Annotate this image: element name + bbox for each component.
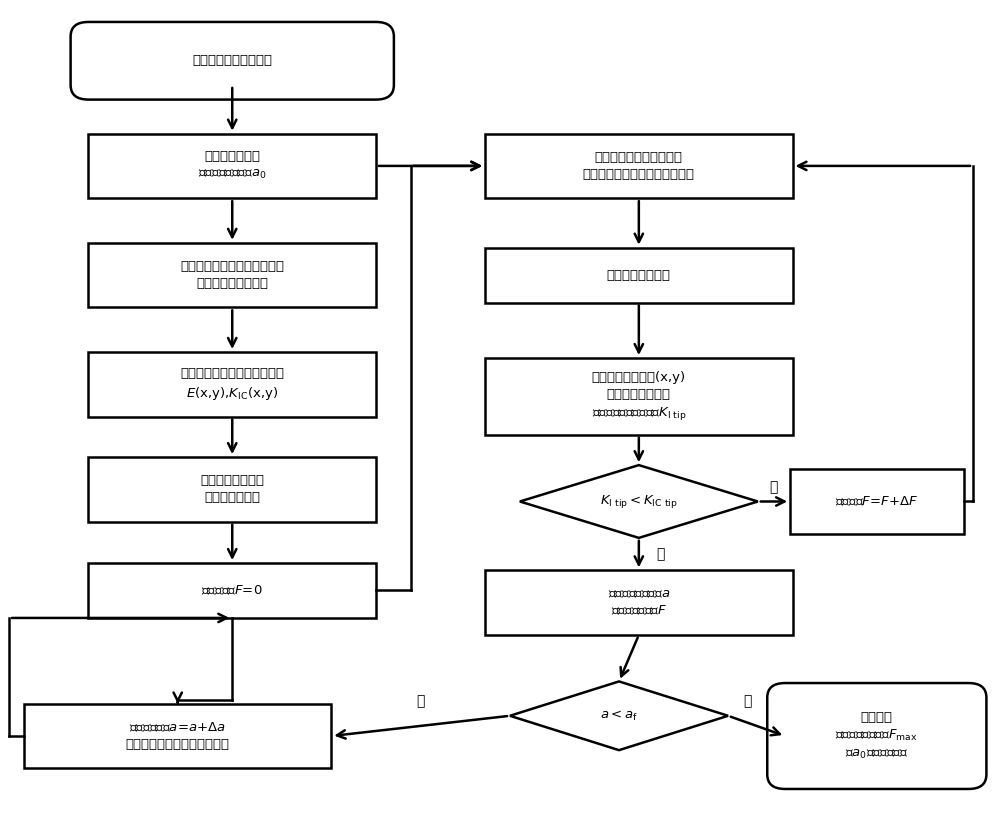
Polygon shape xyxy=(510,681,728,750)
Text: $a < a_{\mathrm{f}}$: $a < a_{\mathrm{f}}$ xyxy=(600,708,638,723)
Bar xyxy=(88,457,376,522)
FancyBboxPatch shape xyxy=(767,683,986,789)
Text: 增加裂纹长度$a$=$a$+$\Delta a$
更新裂尖位置和强化节点信息: 增加裂纹长度$a$=$a$+$\Delta a$ 更新裂尖位置和强化节点信息 xyxy=(126,721,230,751)
Bar xyxy=(24,703,331,768)
Bar xyxy=(485,358,793,435)
Text: 计算材料本构张量
和模型刚度矩阵: 计算材料本构张量 和模型刚度矩阵 xyxy=(200,475,264,504)
Text: 由离散方程求解节点位移
再由强化的插值函数求解位移场: 由离散方程求解节点位移 再由强化的插值函数求解位移场 xyxy=(583,151,695,181)
Text: 初始化载荷$F$=0: 初始化载荷$F$=0 xyxy=(201,584,263,597)
Bar xyxy=(88,352,376,417)
Text: 计算结束
输出最大扩展载荷$F_{\mathrm{max}}$
即$a_0$对应剩余强度: 计算结束 输出最大扩展载荷$F_{\mathrm{max}}$ 即$a_0$对应… xyxy=(835,711,918,761)
Bar xyxy=(485,570,793,635)
Text: $K_{\mathrm{I\ tip}} < K_{\mathrm{IC\ tip}}$: $K_{\mathrm{I\ tip}} < K_{\mathrm{IC\ ti… xyxy=(600,493,678,510)
Polygon shape xyxy=(520,465,758,538)
Text: 否: 否 xyxy=(657,547,665,561)
Bar xyxy=(88,563,376,618)
Bar xyxy=(88,243,376,307)
Bar xyxy=(88,133,376,199)
Text: 确定裂尖所在位置(x,y)
获取裂尖材料性能
计算裂尖应力强度因子$K_{\mathrm{I\ tip}}$: 确定裂尖所在位置(x,y) 获取裂尖材料性能 计算裂尖应力强度因子$K_{\ma… xyxy=(592,371,686,422)
Text: 否: 否 xyxy=(743,694,751,708)
Bar xyxy=(485,248,793,302)
Text: 是: 是 xyxy=(770,480,778,494)
FancyBboxPatch shape xyxy=(71,22,394,100)
Text: 确定材料参数与空间位置关系
$E$(x,y),$K_{\mathrm{IC}}$(x,y): 确定材料参数与空间位置关系 $E$(x,y),$K_{\mathrm{IC}}$… xyxy=(180,367,284,402)
Text: 计算应力、应变场: 计算应力、应变场 xyxy=(607,269,671,282)
Text: 启动剩余强度预测仿真: 启动剩余强度预测仿真 xyxy=(192,54,272,67)
Text: 是: 是 xyxy=(416,694,425,708)
Text: 建立有限元模型
给定初始裂纹长度$a_0$: 建立有限元模型 给定初始裂纹长度$a_0$ xyxy=(198,150,267,181)
Bar xyxy=(485,133,793,199)
Text: 增加载荷$F$=$F$+$\Delta F$: 增加载荷$F$=$F$+$\Delta F$ xyxy=(835,495,918,508)
Bar xyxy=(790,469,964,534)
Text: 输出当前裂纹长度$a$
与对应扩展载荷$F$: 输出当前裂纹长度$a$ 与对应扩展载荷$F$ xyxy=(608,587,670,618)
Text: 根据裂纹位置确定裂尖强化节
点及裂纹段强化节点: 根据裂纹位置确定裂尖强化节 点及裂纹段强化节点 xyxy=(180,260,284,290)
